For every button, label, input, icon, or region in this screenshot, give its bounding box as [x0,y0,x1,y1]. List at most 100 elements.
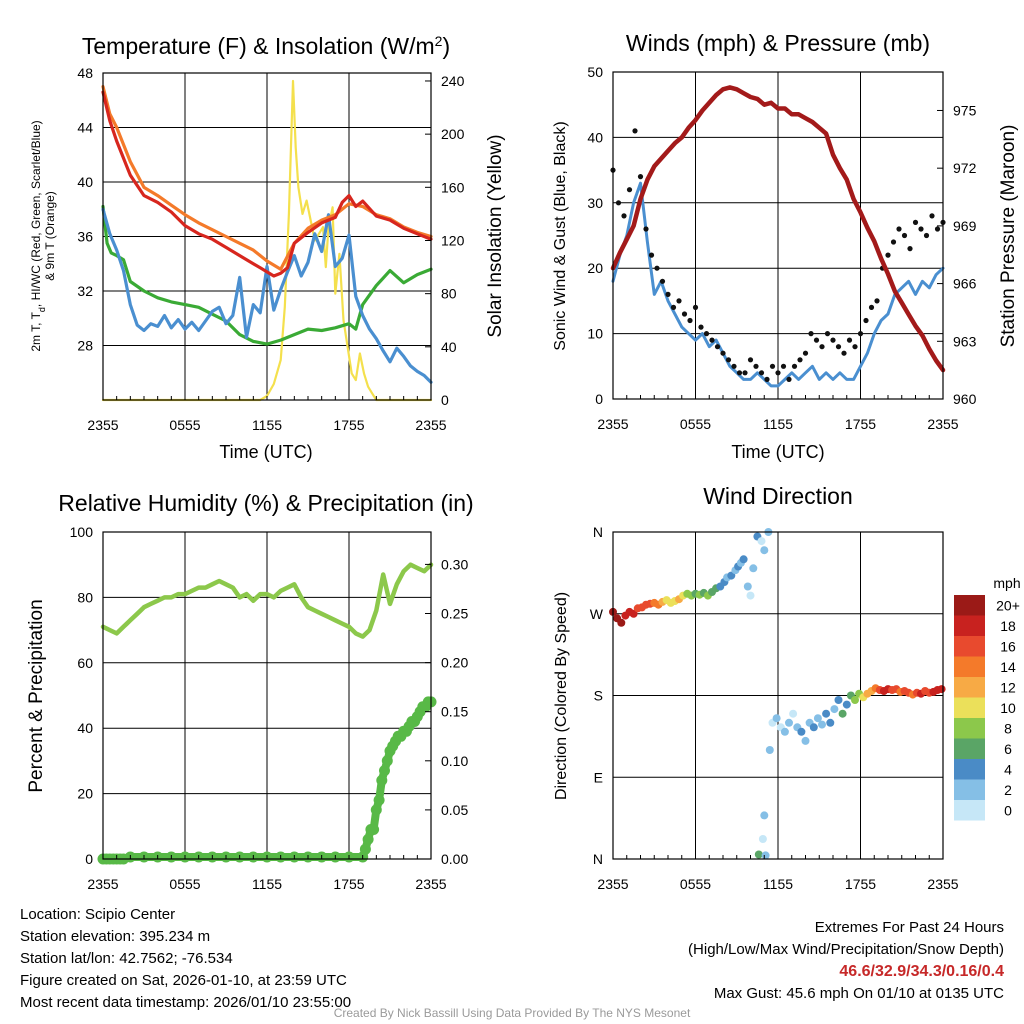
gust-point [802,350,809,356]
x-tick-label: 1755 [845,876,876,892]
temperature-series [101,79,433,402]
precip-point [376,774,388,786]
direction-point [801,736,810,745]
gust-point [901,232,908,239]
legend-swatch [954,759,985,780]
humidity-ticks: 2355 0555 1155 1755 2355 0 20 40 60 80 100 0.00 0.05… [70,524,469,892]
y-right-tick-label: 240 [441,73,465,89]
gust-point [791,363,798,369]
direction-ticks: 2355 0555 1155 1755 2355 N E S W N [590,524,959,892]
y-left-tick-label: 0 [595,391,603,407]
x-tick-label: 0555 [169,417,200,433]
gust-point [819,344,825,350]
gust-point [747,357,754,363]
temperature-ylabel-left: 2m T, Td, HI/WC (Red, Green, Scarlet/Blu… [29,120,57,351]
gust-point [775,370,781,376]
winds-grid [613,72,943,399]
y-right-tick-label: 0.25 [441,606,468,622]
gust-point [621,213,627,219]
gust-point [681,311,688,317]
x-tick-label: 1155 [763,416,793,432]
y-right-tick-label: 80 [441,286,457,302]
gust-point [615,200,622,206]
y-left-tick-label: W [590,606,604,622]
gust-point [841,350,847,356]
gust-point [692,304,699,310]
legend-swatch [954,615,985,636]
direction-point [739,555,748,564]
station-info: Location: Scipio Center Station elevatio… [20,904,351,1014]
precip-point [359,843,371,855]
gust-point [714,344,721,350]
extremes-info: Extremes For Past 24 Hours (High/Low/Max… [688,917,1004,1005]
direction-point [830,705,839,714]
gust-point [912,219,919,225]
gust-point [670,304,677,310]
x-tick-label: 2355 [87,876,118,892]
y-left-tick-label: 48 [77,65,93,81]
gust-point [923,232,930,239]
extremes-legend: (High/Low/Max Wind/Precipitation/Snow De… [688,941,1004,958]
gust-point [868,304,875,310]
direction-point [749,564,758,573]
x-tick-label: 1155 [763,876,793,892]
y-left-tick-label: 20 [77,786,93,802]
y-left-tick-label: 36 [77,229,93,245]
gust-point [830,337,836,343]
y-left-tick-label: 10 [587,326,603,342]
gust-point [890,239,897,245]
series-hi-wc [101,207,433,384]
gust-point [736,370,743,376]
precip-point [373,794,385,806]
precip-point [362,833,374,845]
gust-point [643,226,649,232]
y-right-tick-label: 160 [441,179,465,195]
credit-line: Created By Nick Bassill Using Data Provi… [333,1006,691,1020]
y-left-tick-label: 50 [587,64,603,80]
y-right-tick-label: 969 [953,218,977,234]
direction-point [822,709,831,718]
gust-point [654,265,660,271]
legend-label: 0 [1004,802,1012,818]
y-right-tick-label: 0.30 [441,556,468,572]
y-left-tick-label: 40 [77,720,93,736]
series-solar-insolation [101,79,433,402]
gust-point [703,331,710,337]
direction-series [609,528,946,860]
direction-point [780,727,789,736]
x-tick-label: 1755 [333,876,364,892]
direction-point [842,700,851,709]
y-left-tick-label: 30 [587,195,603,211]
legend-label: 14 [1000,659,1016,675]
gust-point [780,363,787,369]
gust-point [753,363,759,369]
direction-title: Wind Direction [703,483,853,509]
x-tick-label: 2355 [927,416,958,432]
direction-point [789,709,798,718]
y-left-tick-label: 0 [85,851,93,867]
gust-point [797,357,803,363]
legend-label: 2 [1004,782,1012,798]
recent-timestamp: Most recent data timestamp: 2026/01/10 2… [20,994,352,1011]
speed-legend-unit: mph [993,575,1020,591]
y-right-tick-label: 960 [953,391,977,407]
direction-point [937,685,946,694]
gust-point [769,363,776,369]
gust-point [835,344,842,350]
series-sonic-wind [611,181,945,388]
winds-ticks: 2355 0555 1155 1755 2355 0 10 20 30 40 50 960 963 966… [587,64,976,432]
legend-swatch [954,677,985,698]
legend-swatch [954,656,985,677]
series-2m-t [101,90,433,278]
y-left-tick-label: 40 [77,174,93,190]
y-right-tick-label: 0.10 [441,753,468,769]
temperature-ylabel-right: Solar Insolation (Yellow) [485,134,506,337]
winds-ylabel-right: Station Pressure (Maroon) [998,125,1019,348]
direction-point [809,723,818,732]
y-left-tick-label: 44 [77,120,93,136]
winds-panel: Winds (mph) & Pressure (mb) 2355 0555 1155… [552,30,1019,462]
gust-point [632,128,638,134]
gust-point [698,324,704,330]
y-right-tick-label: 120 [441,232,465,248]
y-right-tick-label: 963 [953,333,977,349]
